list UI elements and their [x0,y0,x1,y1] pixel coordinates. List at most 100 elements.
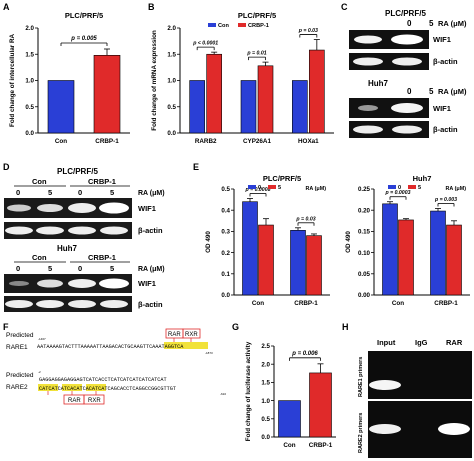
blot-c-huh-wif1-band-0 [358,105,378,111]
blot-c-huh-wif1-membrane [349,98,429,118]
chart-panel-e-huh7: 0.00 0.05 0.10 0.15 0.20 0.25 OD 490 Huh7 Con CRB… [345,174,470,307]
chart-panel-e-plc: 0.0 0.1 0.2 0.3 0.4 0.5 OD 490 PLC/PRF/5 Con CRBP… [205,174,330,307]
legend-swatch [408,185,416,189]
blot-c-huh-ra-label: RA (μM) [438,87,467,96]
rare2-sequence-line2: CATCATCATCACATCACATCATCAGCACCTCAGGCCGGCG… [39,386,176,392]
x-tick-label: CRBP-1 [95,138,119,145]
y-tick-label: 0.1 [221,271,230,278]
blot-d-lane-2: 5 [48,188,52,197]
blot-c-lane-0: 0 [407,19,412,28]
x-tick-label: Con [392,300,404,307]
y-tick-label: 0.5 [221,186,230,193]
blot-d-huh-lane-3: 0 [78,264,82,273]
blot-d-huh-group-con: Con [32,253,47,262]
x-tick-label: CRBP-1 [434,300,458,307]
bar [278,400,301,438]
y-tick-label: 0.05 [358,271,371,278]
y-tick-label: 1.5 [25,51,34,58]
y-axis-label: Fold change of intercellular RA [9,34,16,128]
gel-h-row-rare2: RARE2 primers [358,413,364,453]
y-tick-label: 1.0 [25,78,34,85]
blot-panel-d: PLC/PRF/5 Con CRBP-1 0 5 0 5 RA (μM) WIF… [4,167,165,312]
x-tick-label: Con [55,138,67,145]
legend-swatch [208,23,216,27]
chart-title: PLC/PRF/5 [263,174,301,183]
y-axis-label: OD 490 [345,231,352,253]
bar [446,224,462,296]
rare2-pos-start: -2 [38,370,41,374]
p-value-label: p = 0.005 [70,36,97,42]
bar [206,53,222,134]
legend-swatch [268,185,276,189]
y-tick-label: 0.5 [167,104,176,111]
x-tick-label: CYP26A1 [243,138,271,145]
y-axis-label: Fold change of luciferase activity [245,341,252,441]
panel-letter-c: C [341,2,348,12]
legend-entry: 5 [418,185,421,191]
panel-letter-e: E [193,162,200,172]
rare2-name: RARE2 [6,384,28,391]
chart-panel-g: 0.0 0.5 1.0 1.5 2.0 2.5 Fold change of lucifer… [245,341,336,449]
chart-panel-a: 0.0 0.5 1.0 1.5 2.0 Fold change of intercellu… [9,11,130,145]
blot-d-huh-lane-4: 5 [110,264,114,273]
rare1-box-rxr: RXR [185,332,198,338]
blot-c-huh-actin-band-0 [353,125,383,134]
gel-h-rare2-input-band [369,424,401,434]
gel-panel-h: Input IgG RAR RARE1 primers RARE2 primer… [358,338,472,458]
bar [47,80,75,134]
gel-h-col-igg: IgG [415,338,428,347]
legend-title: RA (μM) [306,186,327,192]
p-value-label: p = 0.003 [434,197,457,203]
chart-title: PLC/PRF/5 [238,11,276,20]
blot-d-huh-ra-label: RA (μM) [138,266,165,273]
blot-d-lane-4: 5 [110,188,114,197]
x-tick-label: RARB2 [195,138,217,145]
rare1-predicted-label: Predicted [6,332,34,339]
blot-c-plc-label: PLC/PRF/5 [385,9,426,18]
y-tick-label: 0.3 [221,229,230,236]
y-tick-label: 0.2 [221,250,230,257]
panel-letter-h: H [342,322,349,332]
blot-d-huh-label: Huh7 [57,244,78,253]
p-value-label: p = 0.0008 [245,187,271,193]
blot-c-huh-lane-5: 5 [429,87,434,96]
legend-swatch [248,185,256,189]
blot-c-huh-wif1-band-5 [391,103,423,113]
blot-c-band-wif1: WIF1 [433,35,451,44]
bar [242,201,258,296]
rare2-box-rar: RAR [68,398,81,404]
x-tick-label: Con [283,442,295,449]
y-tick-label: 0.15 [358,229,371,236]
blot-c-plc-actin-band-0 [353,57,383,66]
p-value-label: p < 0.0001 [192,41,218,47]
y-tick-label: 1.5 [167,51,176,58]
y-tick-label: 0.00 [358,292,371,299]
legend-entry: 5 [278,185,281,191]
y-tick-label: 2.5 [261,343,270,350]
x-tick-label: Con [252,300,264,307]
blot-c-huh-label: Huh7 [368,79,389,88]
p-value-label: p = 0.03 [298,28,318,34]
blot-d-band-actin: β-actin [138,226,163,235]
panel-letter-a: A [3,2,10,12]
rare1-name: RARE1 [6,344,28,351]
panel-letter-b: B [148,2,155,12]
bar [292,80,308,134]
y-tick-label: 0.5 [261,416,270,423]
blot-d-huh-lane-1: 0 [16,264,20,273]
sequence-panel-f: RAR RXR Predicted RARE1 -1467 AATAAAAGTA… [6,328,226,405]
panel-letter-g: G [232,322,240,332]
bar [306,235,322,296]
legend-entry: 0 [258,185,261,191]
blot-d-huh-lane-2: 5 [48,264,52,273]
legend-swatch [238,23,246,27]
bar [430,210,446,296]
y-tick-label: 2.0 [167,25,176,32]
blot-d-lane-3: 0 [78,188,82,197]
bar [398,219,414,296]
gel-h-rare2-rar-band [438,423,470,435]
blot-c-lane-5: 5 [429,19,434,28]
y-tick-label: 0.0 [221,292,230,299]
legend-entry: Con [218,23,229,29]
blot-d-group-con: Con [32,177,47,186]
